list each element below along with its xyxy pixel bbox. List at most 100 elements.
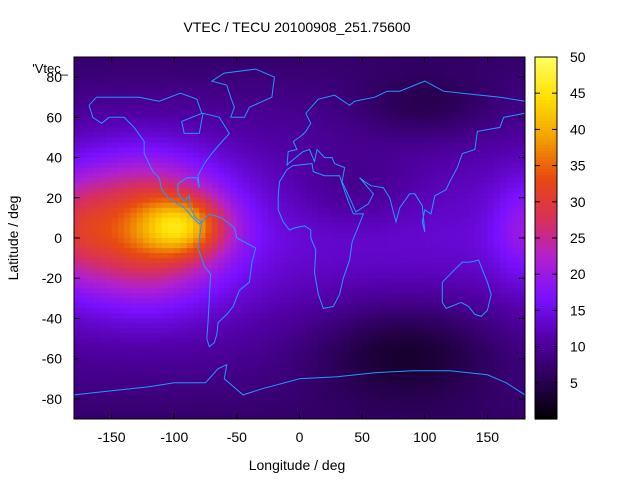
heat-cell xyxy=(506,278,514,284)
heat-cell xyxy=(224,217,232,224)
heat-cell xyxy=(368,308,376,315)
heat-cell xyxy=(124,142,131,149)
heat-cell xyxy=(149,393,157,400)
heat-cell xyxy=(405,328,413,335)
heat-cell xyxy=(136,182,144,189)
heat-cell xyxy=(424,348,432,355)
heat-cell xyxy=(249,323,257,330)
heat-cell xyxy=(499,238,507,244)
heat-cell xyxy=(437,187,445,194)
heat-cell xyxy=(493,263,501,269)
heat-cell xyxy=(462,388,470,395)
heat-cell xyxy=(481,62,489,68)
heat-cell xyxy=(518,92,525,98)
heat-cell xyxy=(111,383,119,390)
heat-cell xyxy=(456,172,463,179)
heat-cell xyxy=(293,368,301,375)
heat-cell xyxy=(180,232,188,239)
heat-cell xyxy=(456,82,463,88)
heat-cell xyxy=(337,273,344,279)
heat-cell xyxy=(431,328,438,335)
heat-cell xyxy=(111,172,119,179)
heat-cell xyxy=(405,298,413,304)
heat-cell xyxy=(437,313,445,320)
heat-cell xyxy=(424,127,432,134)
heat-cell xyxy=(117,278,125,284)
heat-cell xyxy=(456,253,463,259)
heat-cell xyxy=(199,102,207,108)
heat-cell xyxy=(468,187,476,194)
heat-cell xyxy=(405,398,413,405)
heat-cell xyxy=(418,373,426,380)
heat-cell xyxy=(299,258,307,264)
heat-cell xyxy=(186,137,194,144)
heat-cell xyxy=(155,77,163,83)
heat-cell xyxy=(299,308,307,315)
heat-cell xyxy=(418,258,426,264)
heat-cell xyxy=(462,147,470,154)
heat-cell xyxy=(312,157,319,164)
heat-cell xyxy=(249,77,257,83)
heat-cell xyxy=(493,172,501,179)
heat-cell xyxy=(481,222,489,229)
heat-cell xyxy=(518,243,525,249)
heat-cell xyxy=(393,162,401,169)
heat-cell xyxy=(186,343,194,350)
heat-cell xyxy=(355,192,363,199)
heat-cell xyxy=(337,398,344,405)
heat-cell xyxy=(193,288,200,294)
heat-cell xyxy=(86,182,94,189)
heat-cell xyxy=(80,288,88,294)
heat-cell xyxy=(105,197,113,204)
heat-cell xyxy=(255,243,263,249)
heat-cell xyxy=(506,77,514,83)
heat-cell xyxy=(487,132,495,139)
heat-cell xyxy=(493,147,501,154)
heat-cell xyxy=(74,162,81,169)
heat-cell xyxy=(80,177,88,184)
heat-cell xyxy=(405,343,413,350)
heat-cell xyxy=(355,207,363,214)
heat-cell xyxy=(349,348,357,355)
heat-cell xyxy=(99,132,106,139)
heat-cell xyxy=(337,238,344,244)
heat-cell xyxy=(86,137,94,144)
heat-cell xyxy=(487,187,495,194)
heat-cell xyxy=(193,383,200,390)
heat-cell xyxy=(117,263,125,269)
heat-cell xyxy=(74,248,81,254)
heat-cell xyxy=(449,82,457,88)
heat-cell xyxy=(261,227,269,234)
heat-cell xyxy=(211,142,219,149)
heat-cell xyxy=(499,182,507,189)
heat-cell xyxy=(374,308,382,315)
heat-cell xyxy=(230,318,238,325)
heat-cell xyxy=(280,368,288,375)
heat-cell xyxy=(324,132,332,139)
heat-cell xyxy=(274,207,282,214)
heat-cell xyxy=(193,192,200,199)
heat-cell xyxy=(487,207,495,214)
heat-cell xyxy=(230,243,238,249)
heat-cell xyxy=(236,378,244,385)
heat-cell xyxy=(412,368,420,375)
heat-cell xyxy=(117,268,125,274)
heat-cell xyxy=(218,67,225,73)
heat-cell xyxy=(280,167,288,174)
heat-cell xyxy=(280,298,288,304)
heat-cell xyxy=(468,207,476,214)
heat-cell xyxy=(380,87,388,93)
heat-cell xyxy=(518,87,525,93)
heat-cell xyxy=(149,303,157,309)
heat-cell xyxy=(493,207,501,214)
heat-cell xyxy=(236,107,244,113)
heat-cell xyxy=(199,248,207,254)
heat-cell xyxy=(249,232,257,239)
heat-cell xyxy=(199,313,207,320)
heat-cell xyxy=(318,388,326,395)
heat-cell xyxy=(362,57,369,63)
heat-cell xyxy=(105,67,113,73)
heat-cell xyxy=(261,157,269,164)
heat-cell xyxy=(161,92,169,98)
heat-cell xyxy=(161,238,169,244)
